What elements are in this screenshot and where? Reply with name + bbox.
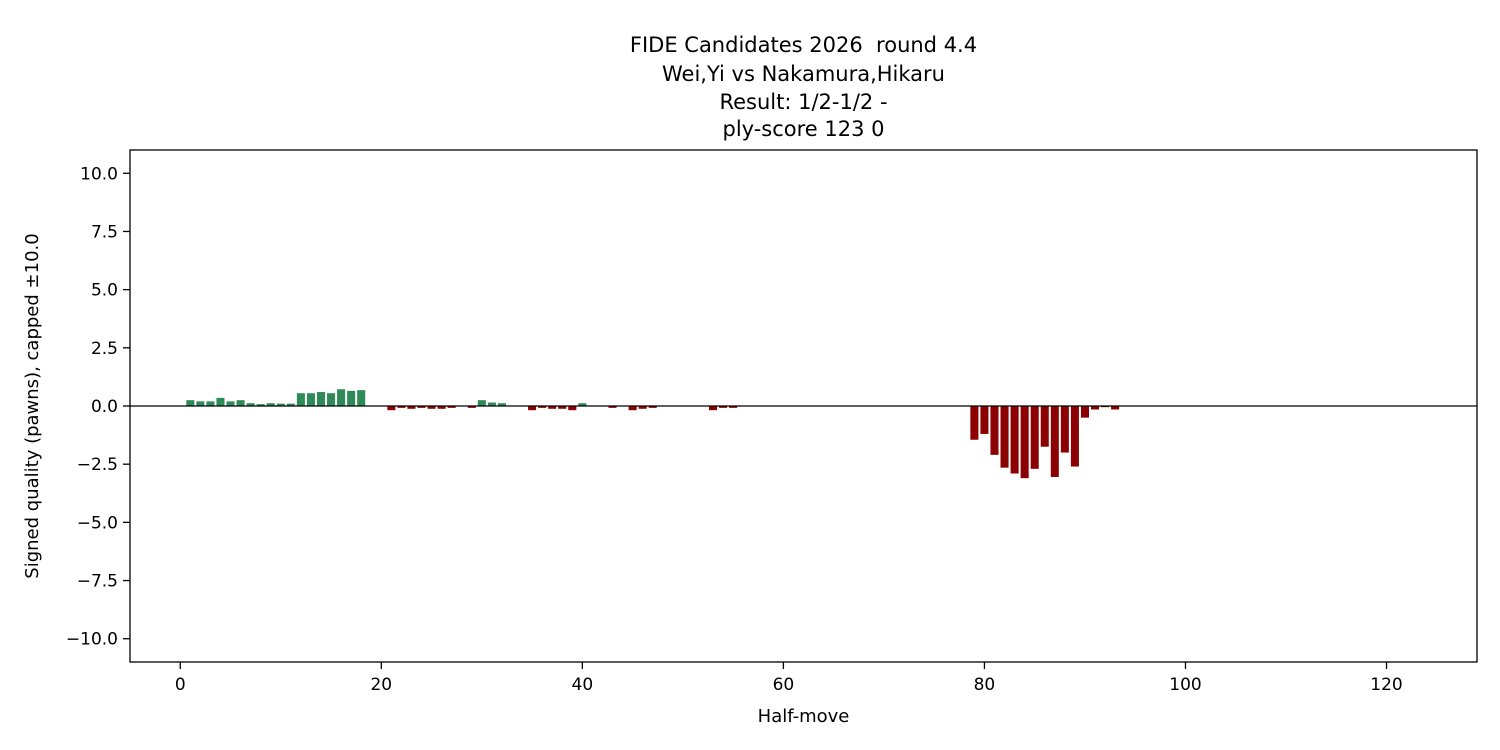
bar-halfmove-93 [1111, 406, 1120, 410]
bar-halfmove-27 [447, 406, 456, 408]
bar-halfmove-79 [970, 406, 979, 440]
y-tick-label: −5.0 [77, 513, 118, 533]
y-axis-ticks: 10.0 7.5 5.0 2.5 0.0 −2.5 −5.0 −7.5 −10.0 [66, 164, 130, 650]
bar-halfmove-30 [477, 400, 486, 406]
bar-halfmove-4 [216, 397, 225, 406]
y-tick-label: 10.0 [80, 164, 118, 184]
bar-halfmove-5 [226, 401, 235, 406]
bar-halfmove-24 [417, 406, 426, 408]
x-axis-label: Half-move [758, 706, 850, 727]
bar-halfmove-12 [296, 393, 305, 406]
y-tick-label: −10.0 [66, 630, 118, 650]
y-tick-label: −2.5 [77, 455, 118, 475]
bar-halfmove-16 [337, 389, 346, 406]
bar-halfmove-86 [1040, 406, 1049, 447]
bar-halfmove-17 [347, 390, 356, 406]
x-tick-label: 0 [175, 675, 186, 695]
bar-halfmove-85 [1030, 406, 1039, 469]
bar-halfmove-38 [558, 406, 567, 409]
bar-halfmove-87 [1050, 406, 1059, 477]
bar-halfmove-22 [397, 406, 406, 408]
bar-halfmove-55 [729, 406, 738, 408]
bar-halfmove-39 [568, 406, 577, 411]
bar-halfmove-88 [1060, 406, 1069, 453]
bar-halfmove-40 [578, 403, 587, 406]
bar-halfmove-9 [266, 403, 275, 406]
y-axis-label: Signed quality (pawns), capped ±10.0 [22, 233, 43, 578]
bar-halfmove-26 [437, 406, 446, 409]
bar-halfmove-47 [648, 406, 657, 408]
y-tick-label: 7.5 [91, 222, 118, 242]
y-tick-label: 5.0 [91, 281, 118, 301]
bar-halfmove-80 [980, 406, 989, 434]
bar-halfmove-15 [327, 393, 336, 406]
bar-halfmove-29 [467, 406, 476, 408]
x-tick-label: 40 [572, 675, 594, 695]
x-tick-label: 120 [1370, 675, 1402, 695]
bar-halfmove-21 [387, 406, 396, 411]
bar-halfmove-31 [487, 402, 496, 406]
bar-halfmove-18 [357, 390, 366, 406]
bar-halfmove-81 [990, 406, 999, 455]
y-tick-label: 0.0 [91, 397, 118, 417]
bar-halfmove-36 [538, 406, 547, 408]
chart-title-line-1: FIDE Candidates 2026 round 4.4 [629, 33, 978, 57]
chart-title-line-2: Wei,Yi vs Nakamura,Hikaru [661, 62, 945, 86]
bar-halfmove-91 [1090, 406, 1100, 410]
bar-halfmove-46 [638, 406, 647, 409]
x-tick-label: 20 [370, 675, 392, 695]
bar-halfmove-1 [186, 400, 195, 406]
bar-halfmove-8 [256, 404, 265, 406]
bar-halfmove-32 [497, 403, 506, 406]
x-axis-ticks: 0 20 40 60 80 100 120 [175, 662, 1403, 695]
x-tick-label: 80 [974, 675, 996, 695]
y-tick-label: 2.5 [91, 339, 118, 359]
chart-title-line-3: Result: 1/2-1/2 - [719, 90, 888, 114]
bar-halfmove-23 [407, 406, 416, 409]
bar-halfmove-37 [548, 406, 557, 409]
bar-halfmove-10 [276, 403, 285, 406]
bar-halfmove-2 [196, 401, 205, 406]
bar-halfmove-53 [709, 406, 718, 411]
bar-halfmove-89 [1070, 406, 1079, 467]
chart-title-line-4: ply-score 123 0 [722, 117, 885, 141]
bar-halfmove-43 [608, 406, 617, 408]
bar-halfmove-35 [528, 406, 537, 411]
bar-series [186, 389, 1120, 479]
bar-halfmove-6 [236, 400, 245, 406]
x-tick-label: 60 [773, 675, 795, 695]
bar-halfmove-25 [427, 406, 436, 409]
bar-halfmove-7 [246, 403, 255, 406]
bar-halfmove-83 [1010, 406, 1019, 474]
bar-halfmove-84 [1020, 406, 1029, 479]
bar-halfmove-13 [306, 393, 315, 406]
bar-halfmove-11 [286, 403, 295, 406]
bar-halfmove-45 [628, 406, 637, 411]
bar-halfmove-3 [206, 401, 215, 406]
y-tick-label: −7.5 [77, 572, 118, 592]
x-tick-label: 100 [1169, 675, 1201, 695]
bar-halfmove-14 [316, 392, 326, 406]
bar-halfmove-82 [1000, 406, 1009, 468]
bar-halfmove-54 [719, 406, 728, 408]
bar-halfmove-90 [1080, 406, 1089, 418]
